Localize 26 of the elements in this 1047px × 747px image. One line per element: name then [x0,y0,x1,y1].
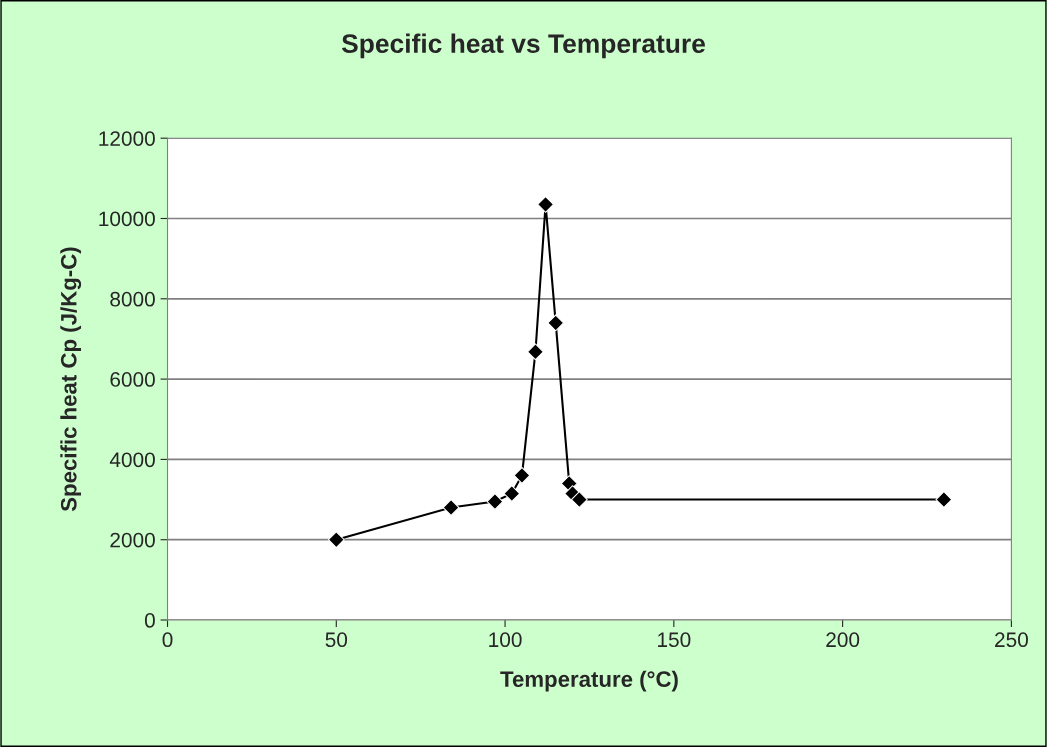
x-tick-label: 250 [995,632,1028,648]
point [513,467,531,484]
y-tick-label: 8000 [110,291,155,307]
x-tick-label: 100 [489,632,522,648]
y-tick-label: 12000 [99,131,155,146]
point [527,343,544,361]
y-tick-label: 2000 [110,532,155,548]
y-tick-label: 10000 [99,211,155,227]
chart-title: Specific heat vs Temperature [341,33,705,59]
y-tick-label: 6000 [110,372,155,387]
x-tick-label: 150 [658,632,691,648]
y-tick-label: 4000 [109,452,155,468]
point [486,493,504,510]
x-tick-label: 200 [826,632,860,648]
x-axis-title: Temperature (°C) [500,670,678,692]
point [537,196,554,213]
point [327,531,345,549]
x-tick-label: 50 [325,632,348,648]
point [503,485,521,502]
point [442,499,460,516]
x-tick-label: 0 [162,632,173,648]
y-tick-label: 0 [144,613,155,628]
point [935,491,953,508]
point [570,491,588,508]
point [547,314,565,332]
y-axis-title: Specific heat Cp (J/Kg-C) [60,247,82,512]
